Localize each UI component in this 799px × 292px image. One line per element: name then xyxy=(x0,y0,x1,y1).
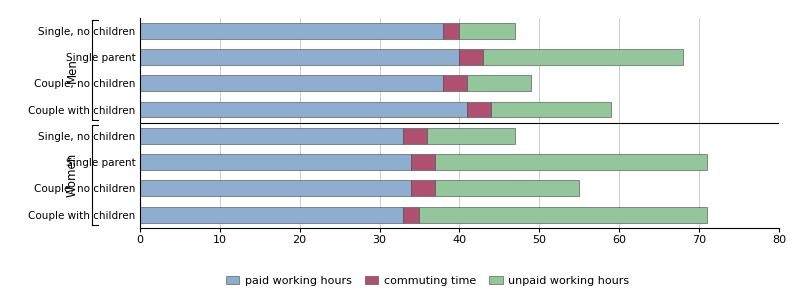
Bar xyxy=(411,180,435,196)
Bar xyxy=(483,49,683,65)
Bar xyxy=(140,180,411,196)
Bar xyxy=(443,75,467,91)
Bar xyxy=(491,102,611,117)
Text: Women: Women xyxy=(66,153,78,197)
Bar xyxy=(140,128,403,144)
Bar xyxy=(467,75,531,91)
Bar xyxy=(459,49,483,65)
Bar xyxy=(467,102,491,117)
Bar xyxy=(427,128,515,144)
Bar xyxy=(411,154,435,170)
Bar xyxy=(140,75,443,91)
Bar xyxy=(403,207,419,223)
Bar xyxy=(435,180,579,196)
Bar xyxy=(419,207,707,223)
Text: Men: Men xyxy=(66,58,78,83)
Bar xyxy=(140,102,467,117)
Bar xyxy=(459,23,515,39)
Bar xyxy=(443,23,459,39)
Legend: paid working hours, commuting time, unpaid working hours: paid working hours, commuting time, unpa… xyxy=(221,271,634,290)
Bar xyxy=(403,128,427,144)
Bar xyxy=(140,207,403,223)
Bar xyxy=(140,49,459,65)
Bar xyxy=(435,154,707,170)
Bar xyxy=(140,23,443,39)
Bar xyxy=(140,154,411,170)
